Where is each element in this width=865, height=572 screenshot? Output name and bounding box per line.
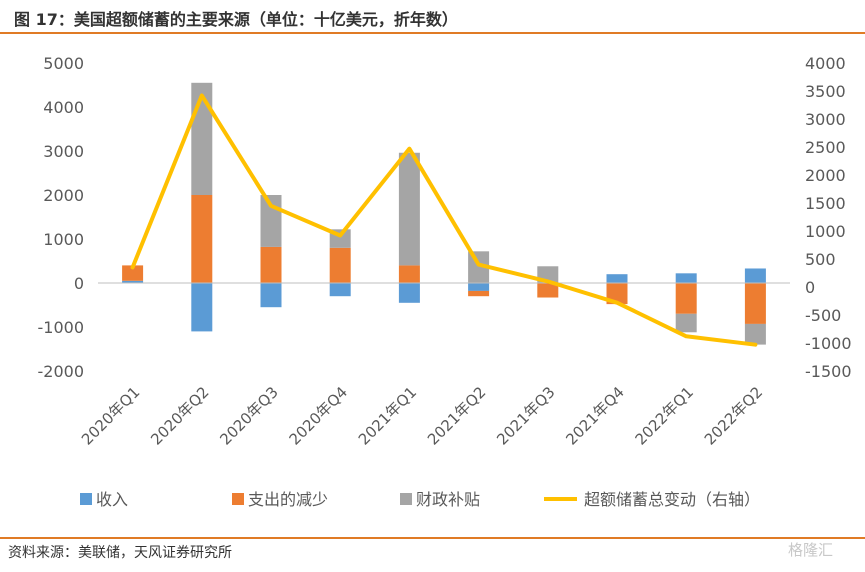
left-tick-label: 5000	[43, 54, 84, 73]
left-tick-label: 1000	[43, 230, 84, 249]
right-tick-label: 500	[805, 250, 836, 269]
bar-spending-7	[606, 283, 628, 305]
left-tick-label: 4000	[43, 98, 84, 117]
x-tick-label: 2020年Q3	[216, 383, 281, 448]
left-tick-label: -1000	[38, 318, 85, 337]
x-tick-label: 2022年Q1	[632, 383, 697, 448]
bar-spending-9	[744, 283, 766, 324]
left-tick-label: -2000	[38, 362, 85, 381]
left-tick-label: 2000	[43, 186, 84, 205]
right-tick-label: 2000	[805, 166, 846, 185]
bar-income-8	[675, 273, 697, 283]
x-tick-label: 2020年Q1	[78, 383, 143, 448]
right-tick-label: 1500	[805, 194, 846, 213]
bar-income-7	[606, 274, 628, 283]
right-tick-label: 3000	[805, 110, 846, 129]
x-tick-label: 2020年Q2	[147, 383, 212, 448]
top-rule	[0, 32, 865, 34]
bar-spending-8	[675, 283, 697, 314]
legend-label-fiscal: 财政补贴	[416, 490, 480, 509]
x-tick-label: 2021年Q1	[355, 383, 420, 448]
right-tick-label: 1000	[805, 222, 846, 241]
right-tick-label: 3500	[805, 82, 846, 101]
legend-label-total: 超额储蓄总变动（右轴）	[584, 490, 760, 509]
right-tick-label: -1500	[805, 362, 852, 381]
right-axis-ticks: 4000 3500 3000 2500 2000 1500 1000 500 0 -500 -100…	[805, 54, 852, 381]
left-tick-label: 3000	[43, 142, 84, 161]
left-axis-ticks: 5000 4000 3000 2000 1000 0 -1000 -2000	[38, 54, 85, 381]
bar-income-5	[468, 283, 490, 291]
bar-income-4	[398, 283, 420, 303]
legend-swatch-fiscal	[400, 493, 412, 505]
bottom-rule	[0, 537, 865, 539]
right-tick-label: 2500	[805, 138, 846, 157]
right-tick-label: -1000	[805, 334, 852, 353]
bar-fiscal-4	[398, 152, 420, 266]
bar-fiscal-9	[744, 323, 766, 345]
watermark-logo: 格隆汇	[788, 541, 834, 559]
x-tick-label: 2021年Q3	[493, 383, 558, 448]
left-tick-label: 0	[74, 274, 84, 293]
bar-income-9	[744, 268, 766, 283]
right-tick-label: 0	[805, 278, 815, 297]
legend-swatch-income	[80, 493, 92, 505]
x-tick-label: 2020年Q4	[286, 383, 351, 448]
series-line-total	[130, 93, 758, 347]
line-layer	[130, 93, 758, 347]
bar-spending-6	[537, 283, 559, 298]
x-tick-label: 2021年Q2	[424, 383, 489, 448]
bar-spending-5	[468, 290, 490, 297]
bar-income-2	[260, 283, 282, 308]
bar-fiscal-8	[675, 313, 697, 333]
bar-spending-1	[191, 195, 213, 283]
bar-spending-0	[122, 265, 144, 281]
x-tick-label: 2021年Q4	[562, 383, 627, 448]
right-tick-label: 4000	[805, 54, 846, 73]
legend-label-income: 收入	[96, 490, 128, 509]
bar-spending-2	[260, 246, 282, 283]
source-note: 资料来源：美联储，天风证券研究所	[8, 545, 232, 561]
bar-spending-4	[398, 265, 420, 283]
legend: 收入 支出的减少 财政补贴 超额储蓄总变动（右轴）	[80, 490, 760, 509]
bar-income-3	[329, 283, 351, 297]
bars-layer	[122, 82, 766, 345]
bar-spending-3	[329, 247, 351, 283]
x-axis-labels: 2020年Q1 2020年Q2 2020年Q3 2020年Q4 2021年Q1 2021年…	[78, 383, 766, 448]
legend-label-spending: 支出的减少	[248, 490, 328, 509]
bar-income-0	[122, 280, 144, 283]
right-tick-label: -500	[805, 306, 841, 325]
legend-swatch-spending	[232, 493, 244, 505]
chart-title: 图 17：美国超额储蓄的主要来源（单位：十亿美元，折年数）	[14, 10, 458, 29]
bar-income-1	[191, 283, 213, 332]
x-tick-label: 2022年Q2	[701, 383, 766, 448]
